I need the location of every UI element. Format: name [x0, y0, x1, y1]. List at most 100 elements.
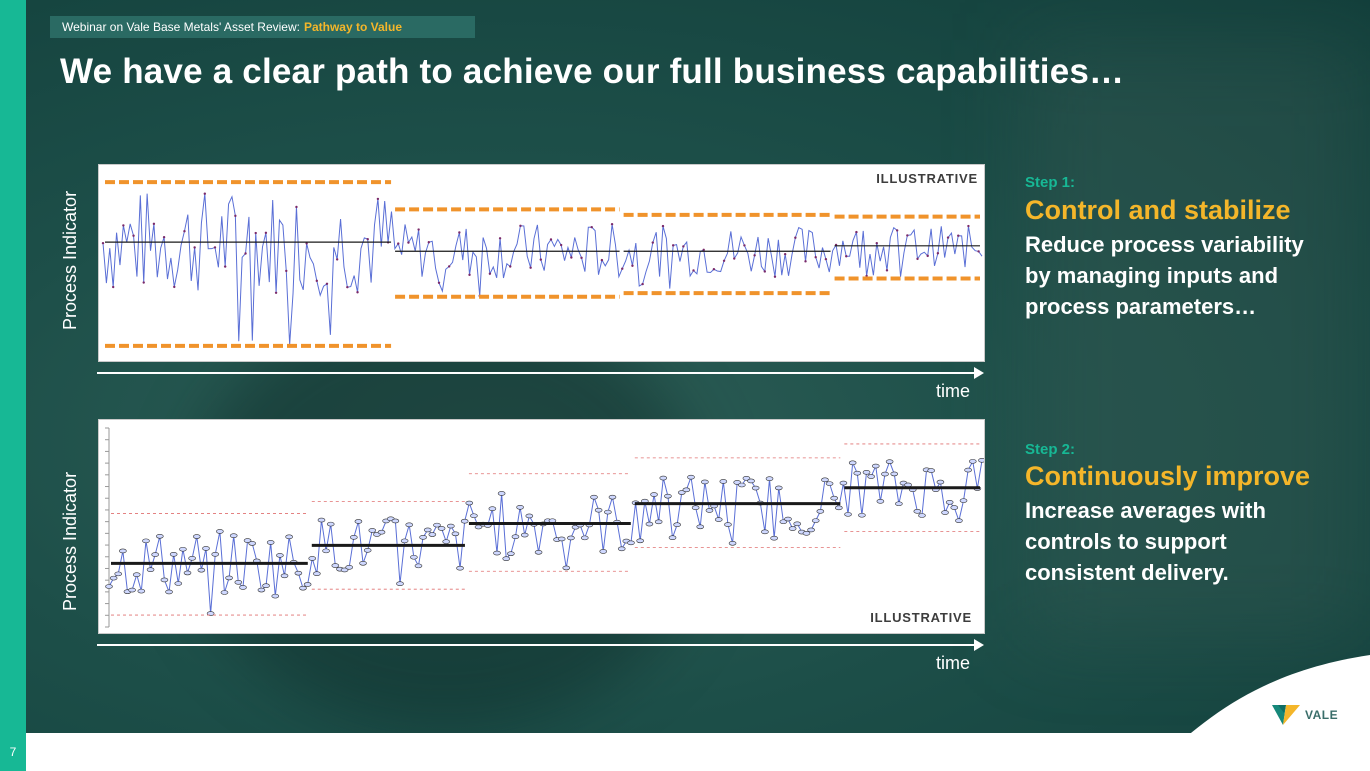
data-point — [835, 505, 843, 511]
data-point — [751, 485, 760, 491]
data-point — [968, 459, 977, 464]
data-point — [534, 549, 543, 555]
data-point — [671, 244, 675, 247]
data-point — [811, 518, 820, 523]
data-point — [151, 552, 159, 557]
data-point — [608, 494, 617, 500]
process-series-line — [108, 459, 983, 614]
data-point — [705, 508, 714, 513]
data-point — [285, 534, 293, 540]
data-point — [502, 556, 511, 561]
top-chart-plot — [101, 180, 983, 348]
bottom-chart-time-axis — [97, 639, 984, 651]
data-point — [557, 536, 566, 542]
data-point — [567, 535, 575, 541]
data-point — [559, 243, 563, 247]
data-point — [280, 573, 289, 579]
data-point — [285, 269, 288, 273]
webinar-header: Webinar on Vale Base Metals' Asset Revie… — [50, 16, 475, 38]
data-point — [315, 279, 319, 283]
data-point — [936, 479, 945, 485]
data-point — [142, 538, 150, 544]
data-point — [456, 565, 464, 571]
data-point — [192, 534, 201, 539]
data-point — [927, 468, 935, 473]
data-point — [724, 522, 732, 527]
data-point — [174, 581, 183, 586]
data-point — [549, 238, 553, 241]
data-point — [396, 581, 404, 587]
data-point — [691, 505, 700, 510]
data-point — [747, 478, 755, 484]
data-point — [223, 265, 227, 268]
data-point — [885, 459, 894, 464]
data-point — [146, 567, 155, 572]
data-point — [447, 265, 451, 268]
data-point — [978, 458, 984, 463]
data-point — [945, 500, 954, 505]
data-point — [132, 572, 141, 577]
data-point — [621, 267, 624, 270]
data-point — [719, 479, 728, 484]
data-point — [346, 285, 349, 289]
data-point — [220, 590, 229, 595]
data-point — [414, 563, 423, 569]
data-point — [855, 230, 858, 234]
data-point — [234, 214, 237, 218]
bottom-chart-y-label: Process Indicator — [60, 471, 80, 611]
data-point — [858, 512, 866, 518]
data-point — [876, 499, 885, 504]
data-point — [111, 285, 115, 289]
data-point — [248, 541, 256, 546]
data-point — [497, 491, 506, 496]
data-point — [824, 257, 828, 261]
vale-logo-text: VALE — [1305, 708, 1339, 722]
data-point — [433, 522, 441, 528]
data-point — [197, 567, 206, 573]
data-point — [661, 224, 665, 228]
data-point — [793, 521, 802, 527]
data-point — [610, 222, 614, 226]
data-point — [890, 471, 899, 477]
data-point — [509, 265, 512, 268]
bottom-chart-illustrative-badge: ILLUSTRATIVE — [870, 610, 972, 625]
data-point — [714, 517, 723, 522]
data-point — [650, 492, 658, 497]
data-point — [132, 234, 135, 237]
data-point — [821, 477, 829, 483]
data-point — [668, 535, 677, 541]
data-point — [303, 582, 312, 587]
data-point — [682, 245, 685, 248]
data-point — [451, 531, 460, 537]
data-point — [733, 257, 736, 260]
data-point — [437, 526, 446, 531]
data-point — [682, 487, 691, 493]
data-point — [211, 551, 220, 557]
data-point — [400, 538, 409, 544]
data-point — [322, 548, 330, 554]
data-point — [410, 554, 418, 560]
data-point — [525, 513, 534, 519]
data-point — [423, 527, 432, 533]
data-point — [839, 480, 848, 486]
data-point — [419, 535, 427, 540]
data-point — [335, 258, 339, 261]
data-point — [276, 553, 284, 558]
data-point — [702, 248, 705, 252]
data-point — [516, 504, 524, 510]
vale-logo-icon — [1272, 705, 1300, 725]
data-point — [465, 500, 474, 506]
data-point — [738, 482, 746, 488]
data-point — [590, 225, 593, 229]
data-point — [881, 471, 889, 477]
data-point — [743, 244, 746, 247]
data-point — [580, 535, 589, 541]
data-point — [109, 575, 118, 581]
data-point — [753, 254, 756, 257]
data-point — [356, 291, 359, 294]
data-point — [264, 231, 268, 235]
data-point — [520, 532, 529, 538]
data-point — [788, 526, 797, 531]
step-1-label: Step 1: — [1025, 174, 1076, 191]
data-point — [156, 533, 164, 539]
